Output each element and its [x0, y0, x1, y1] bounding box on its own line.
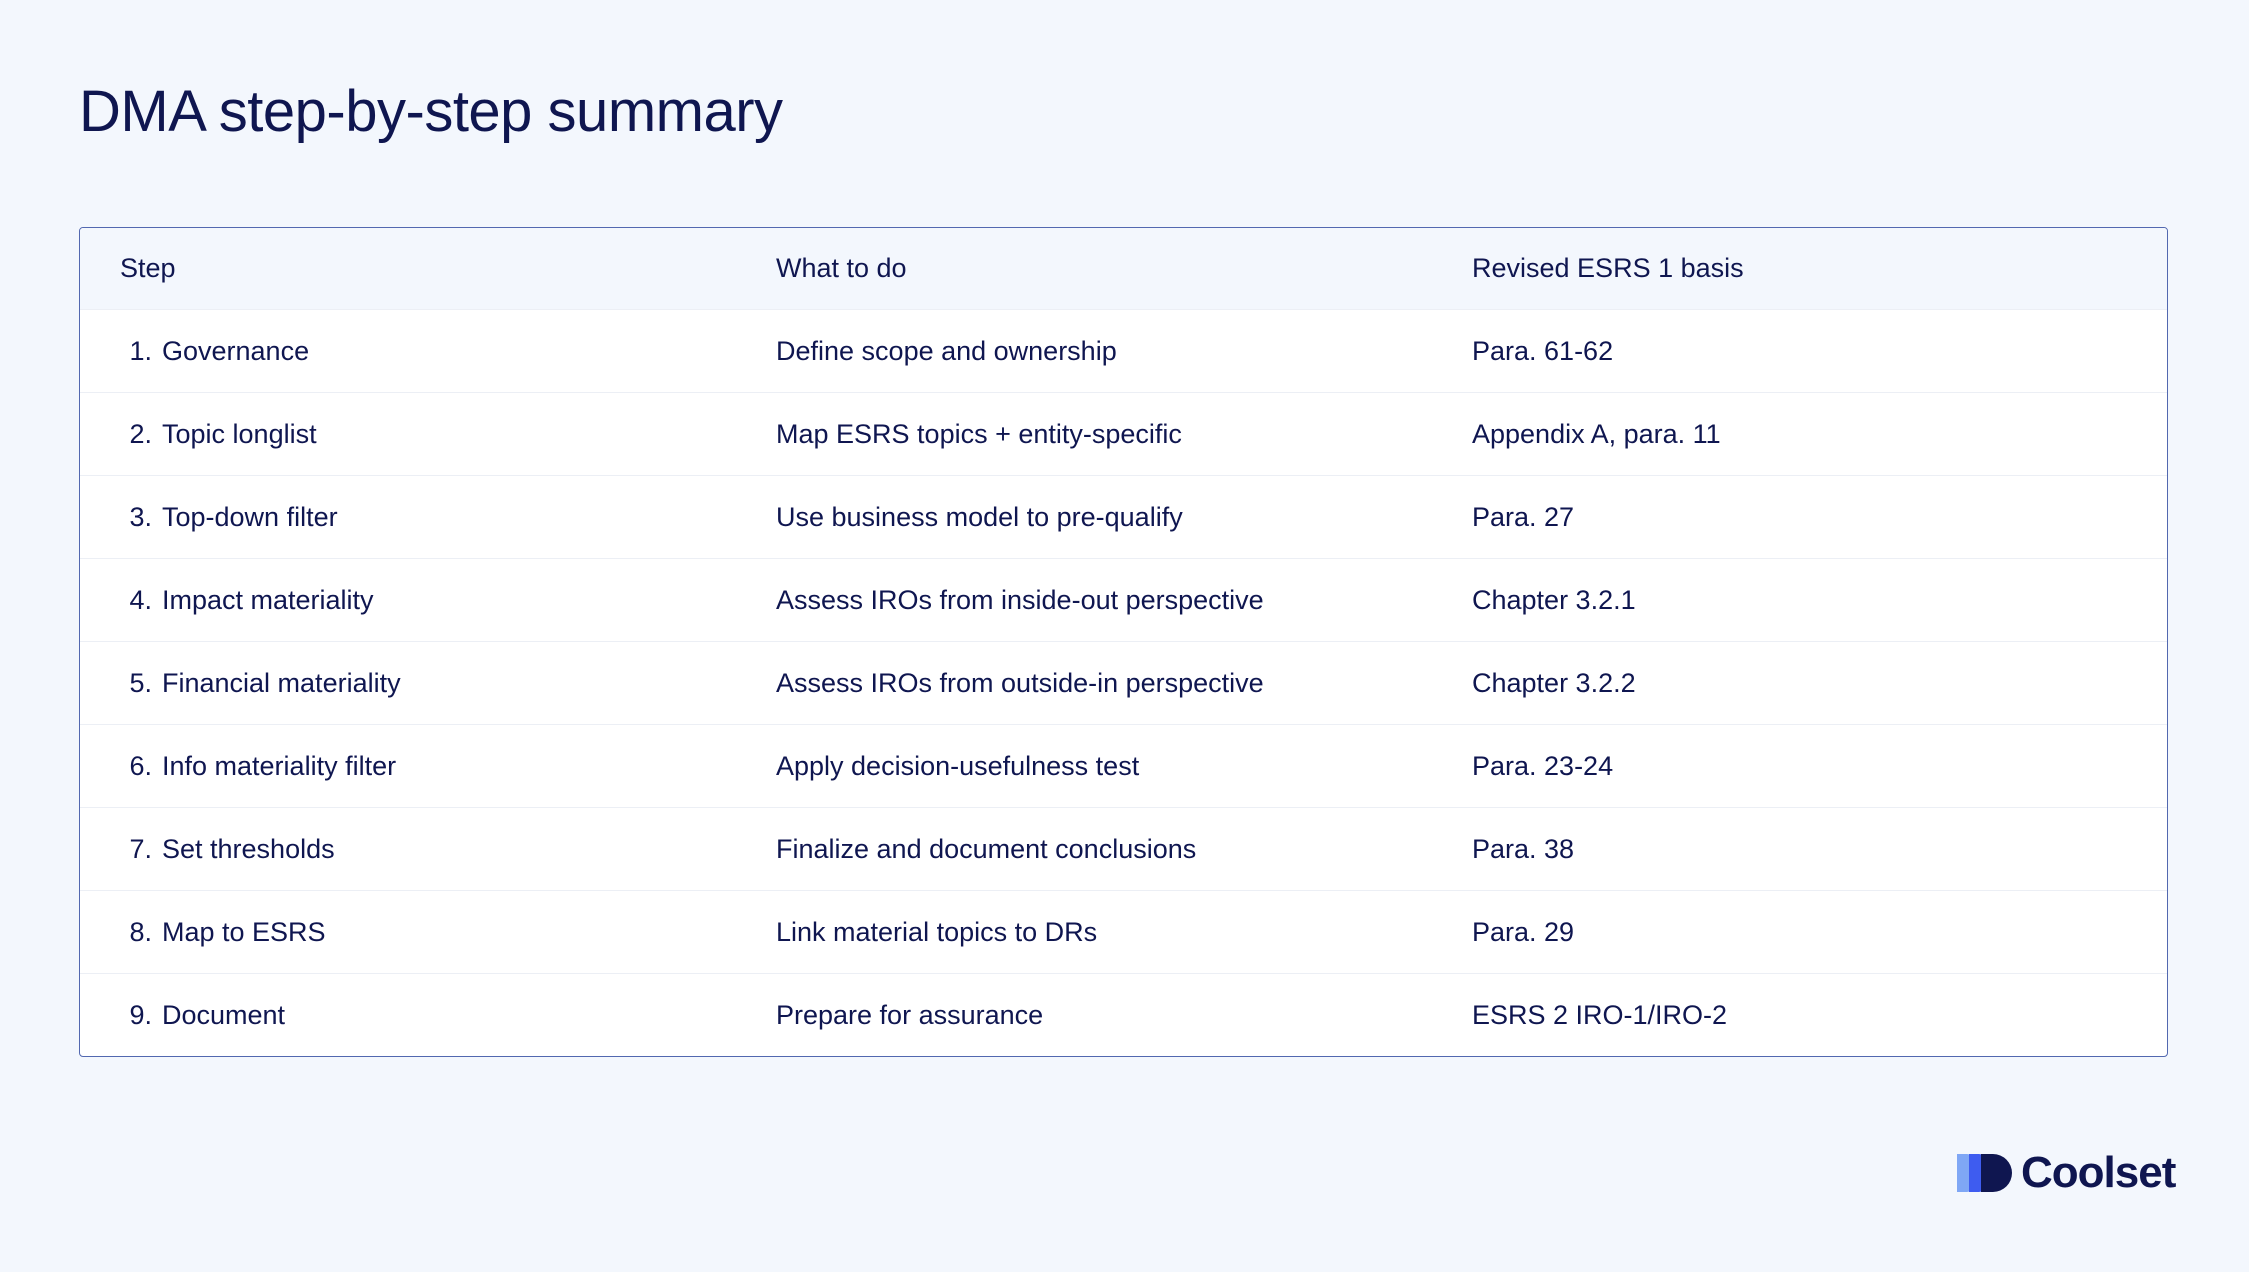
page-title: DMA step-by-step summary — [79, 79, 783, 144]
table-row: 7. Set thresholds Finalize and document co… — [80, 807, 2167, 891]
table-row: 2. Topic longlist Map ESRS topics + entity… — [80, 392, 2167, 476]
step-cell: 2. Topic longlist — [80, 392, 776, 476]
step-number: 1. — [129, 335, 152, 366]
basis-cell: Para. 23-24 — [1472, 724, 2167, 808]
table-row: 9. Document Prepare for assurance ESRS 2 IR… — [80, 973, 2167, 1056]
step-name: Top-down filter — [162, 501, 338, 532]
what-cell: Finalize and document conclusions — [776, 807, 1472, 891]
header-row: Step What to do Revised ESRS 1 basis — [80, 228, 2167, 310]
step-number: 7. — [129, 833, 152, 864]
step-cell: 3. Top-down filter — [80, 475, 776, 559]
step-name: Topic longlist — [162, 418, 317, 449]
basis-cell: Chapter 3.2.2 — [1472, 641, 2167, 725]
step-cell: 8. Map to ESRS — [80, 890, 776, 974]
step-cell: 1. Governance — [80, 309, 776, 393]
column-header: What to do — [776, 228, 1472, 310]
step-name: Info materiality filter — [162, 750, 397, 781]
step-number: 8. — [129, 916, 152, 947]
table-row: 8. Map to ESRS Link material topics to DRs… — [80, 890, 2167, 974]
what-cell: Map ESRS topics + entity-specific — [776, 392, 1472, 476]
basis-cell: ESRS 2 IRO-1/IRO-2 — [1472, 973, 2167, 1056]
step-cell: 7. Set thresholds — [80, 807, 776, 891]
step-cell: 6. Info materiality filter — [80, 724, 776, 808]
step-number: 2. — [129, 418, 152, 449]
step-number: 5. — [129, 667, 152, 698]
basis-cell: Appendix A, para. 11 — [1472, 392, 2167, 476]
step-number: 3. — [129, 501, 152, 532]
step-name: Impact materiality — [162, 584, 374, 615]
table-body: 1. Governance Define scope and ownership Pa… — [80, 309, 2167, 1056]
step-cell: 9. Document — [80, 973, 776, 1056]
step-name: Document — [162, 999, 286, 1030]
basis-cell: Para. 38 — [1472, 807, 2167, 891]
table-row: 6. Info materiality filter Apply decision-… — [80, 724, 2167, 808]
basis-cell: Chapter 3.2.1 — [1472, 558, 2167, 642]
what-cell: Prepare for assurance — [776, 973, 1472, 1056]
summary-table: Step What to do Revised ESRS 1 basis 1. Gov… — [80, 228, 2167, 1056]
step-number: 9. — [129, 999, 152, 1030]
step-name: Map to ESRS — [162, 916, 326, 947]
basis-cell: Para. 29 — [1472, 890, 2167, 974]
what-cell: Define scope and ownership — [776, 309, 1472, 393]
what-cell: Apply decision-usefulness test — [776, 724, 1472, 808]
what-cell: Assess IROs from inside-out perspective — [776, 558, 1472, 642]
column-header: Revised ESRS 1 basis — [1472, 228, 2167, 310]
step-name: Governance — [162, 335, 310, 366]
basis-cell: Para. 61-62 — [1472, 309, 2167, 393]
what-cell: Assess IROs from outside-in perspective — [776, 641, 1472, 725]
step-name: Financial materiality — [162, 667, 401, 698]
step-number: 4. — [129, 584, 152, 615]
what-cell: Link material topics to DRs — [776, 890, 1472, 974]
column-header: Step — [80, 228, 776, 310]
logo-icon — [1957, 1154, 2012, 1192]
step-cell: 4. Impact materiality — [80, 558, 776, 642]
brand-name: Coolset — [2021, 1148, 2176, 1197]
table-row: 4. Impact materiality Assess IROs from ins… — [80, 558, 2167, 642]
table-row: 5. Financial materiality Assess IROs from … — [80, 641, 2167, 725]
step-name: Set thresholds — [162, 833, 335, 864]
table-container: Step What to do Revised ESRS 1 basis 1. Gov… — [79, 227, 2168, 1057]
step-cell: 5. Financial materiality — [80, 641, 776, 725]
what-cell: Use business model to pre-qualify — [776, 475, 1472, 559]
table-row: 3. Top-down filter Use business model to p… — [80, 475, 2167, 559]
step-number: 6. — [129, 750, 152, 781]
logo: Coolset — [1957, 1148, 2176, 1198]
table-row: 1. Governance Define scope and ownership Pa… — [80, 309, 2167, 393]
basis-cell: Para. 27 — [1472, 475, 2167, 559]
